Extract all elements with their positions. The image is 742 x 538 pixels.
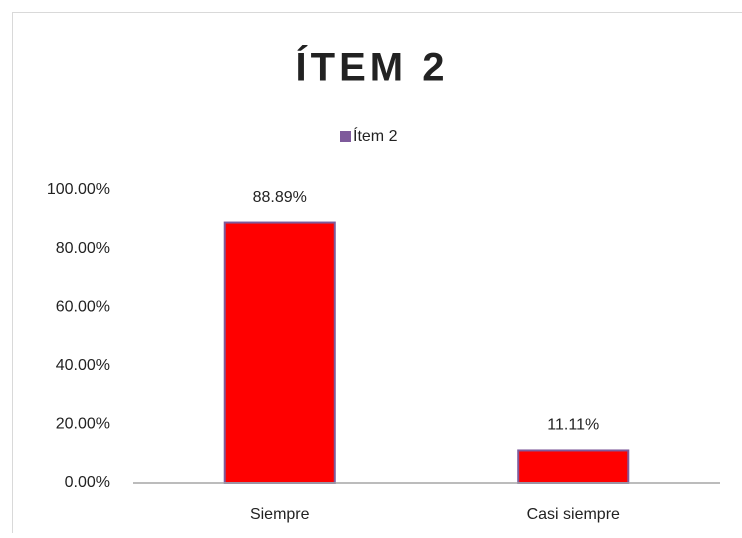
y-tick-label: 60.00% bbox=[56, 298, 110, 315]
bar bbox=[518, 450, 628, 483]
bar bbox=[225, 223, 335, 483]
x-tick-label: Casi siempre bbox=[527, 506, 620, 523]
x-tick-label: Siempre bbox=[250, 506, 310, 523]
legend-label: Ítem 2 bbox=[353, 126, 398, 145]
chart-title: ÍTEM 2 bbox=[296, 45, 449, 90]
data-label: 11.11% bbox=[547, 417, 599, 434]
y-tick-label: 0.00% bbox=[65, 474, 110, 491]
y-tick-label: 40.00% bbox=[56, 357, 110, 374]
y-tick-label: 20.00% bbox=[56, 416, 110, 433]
y-tick-label: 80.00% bbox=[56, 240, 110, 257]
legend-swatch bbox=[340, 131, 351, 142]
data-label: 88.89% bbox=[253, 189, 307, 206]
chart-border bbox=[13, 13, 742, 534]
y-tick-label: 100.00% bbox=[47, 181, 110, 198]
